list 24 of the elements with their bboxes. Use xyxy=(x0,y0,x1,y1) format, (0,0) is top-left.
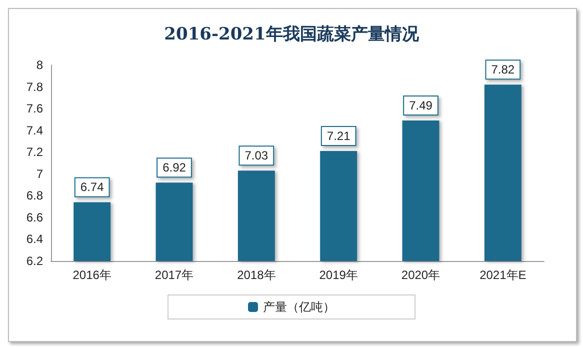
y-tick-label: 8 xyxy=(36,58,44,72)
y-tick-label: 6.2 xyxy=(26,254,44,268)
x-tick-label: 2018年 xyxy=(237,268,276,282)
y-tick-label: 6.8 xyxy=(26,188,44,203)
data-label: 7.21 xyxy=(326,129,351,144)
y-tick-label: 6.6 xyxy=(26,210,44,224)
x-tick-label: 2021年E xyxy=(480,268,526,282)
y-tick-label: 7 xyxy=(36,166,44,181)
x-tick-label: 2017年 xyxy=(154,268,194,282)
x-tick-label: 2020年 xyxy=(401,268,440,282)
data-label: 7.49 xyxy=(409,98,433,113)
y-tick-label: 7.4 xyxy=(26,123,44,138)
data-label: 6.74 xyxy=(80,180,104,194)
data-label: 7.82 xyxy=(491,62,515,77)
y-tick-label: 7.8 xyxy=(26,80,44,94)
data-label: 6.92 xyxy=(162,160,186,175)
y-tick-label: 7.2 xyxy=(26,145,44,160)
y-tick-label: 7.6 xyxy=(26,102,44,116)
legend-label: 产量（亿吨） xyxy=(263,300,335,314)
chart-title: 2016-2021年我国蔬菜产量情况 xyxy=(164,24,420,44)
x-tick-label: 2016年 xyxy=(72,268,112,282)
x-tick-label: 2019年 xyxy=(319,268,358,282)
data-label: 7.03 xyxy=(244,148,268,163)
y-tick-label: 6.4 xyxy=(26,232,44,246)
